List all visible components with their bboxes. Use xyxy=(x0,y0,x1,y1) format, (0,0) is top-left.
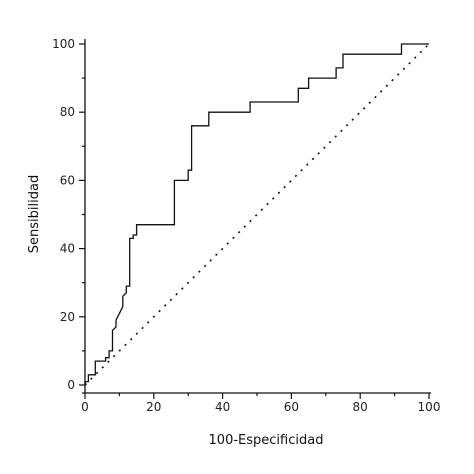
roc-curve-line xyxy=(84,43,429,385)
y-axis-title: Sensibilidad xyxy=(27,175,42,253)
plot-area xyxy=(84,43,430,386)
x-tick-label: 40 xyxy=(215,400,230,414)
axes: 0 20 40 60 80 100 0 20 40 60 80 100 xyxy=(52,37,440,414)
y-tick-label: 60 xyxy=(60,173,75,187)
y-tick-label: 20 xyxy=(60,310,75,324)
x-tick-label: 100 xyxy=(418,400,441,414)
x-tick-label: 60 xyxy=(284,400,299,414)
y-tick-label: 40 xyxy=(60,242,75,256)
x-tick-label: 20 xyxy=(146,400,161,414)
reference-diagonal-line xyxy=(84,43,430,386)
y-tick-label: 0 xyxy=(67,378,75,392)
x-tick-label: 80 xyxy=(353,400,368,414)
x-axis-title: 100-Especificidad xyxy=(209,433,324,448)
y-tick-label: 100 xyxy=(52,37,75,51)
y-tick-label: 80 xyxy=(60,105,75,119)
x-tick-label: 0 xyxy=(81,400,89,414)
